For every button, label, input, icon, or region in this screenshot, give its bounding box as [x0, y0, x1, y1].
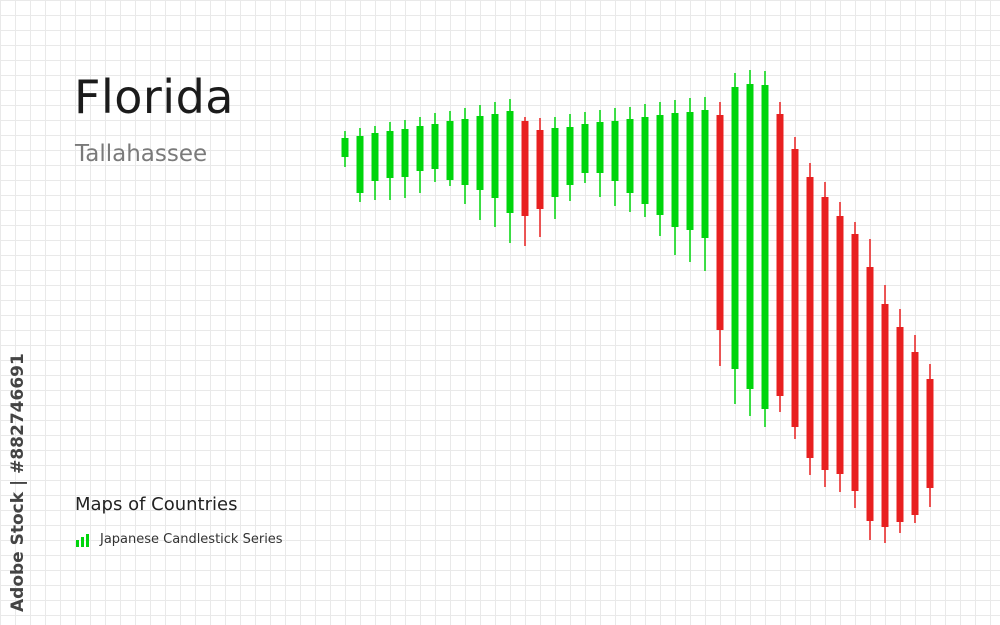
bearish-candle	[791, 137, 799, 439]
legend-label: Japanese Candlestick Series	[100, 532, 283, 547]
candle-body	[836, 216, 844, 474]
candle-body	[506, 111, 514, 213]
candle-body	[686, 112, 694, 230]
candle-body	[881, 304, 889, 527]
bullish-candle	[581, 112, 589, 183]
candle-body	[536, 130, 544, 209]
bullish-candle	[431, 113, 439, 182]
candle-body	[476, 116, 484, 190]
candle-body	[611, 121, 619, 181]
candlestick-bars-icon	[76, 533, 89, 547]
series-title: Maps of Countries	[75, 494, 238, 515]
candle-body	[821, 197, 829, 470]
candle-body	[446, 121, 454, 180]
bullish-candle	[491, 102, 499, 227]
candle-body	[656, 115, 664, 215]
candle-body	[911, 352, 919, 515]
candle-body	[521, 121, 529, 216]
candle-body	[701, 110, 709, 238]
bullish-candle	[701, 97, 709, 271]
bearish-candle	[911, 335, 919, 523]
bullish-candle	[671, 100, 679, 255]
candle-body	[626, 119, 634, 193]
bearish-candle	[716, 102, 724, 366]
candle-body	[716, 115, 724, 330]
candle-body	[896, 327, 904, 522]
bullish-candle	[551, 117, 559, 219]
candle-body	[641, 117, 649, 204]
bullish-candle	[656, 102, 664, 236]
candle-body	[431, 124, 439, 169]
bearish-candle	[521, 117, 529, 246]
bearish-candle	[806, 163, 814, 475]
bullish-candle	[641, 104, 649, 217]
bullish-candle	[596, 110, 604, 197]
stock-credit: Adobe Stock | #882746691	[8, 353, 28, 612]
bullish-candle	[626, 107, 634, 212]
candle-body	[791, 149, 799, 427]
bullish-candle	[446, 111, 454, 186]
candle-body	[551, 128, 559, 197]
candle-body	[596, 122, 604, 173]
candle-body	[926, 379, 934, 488]
page-title: Florida	[74, 70, 234, 124]
capital-subtitle: Tallahassee	[75, 141, 208, 167]
bullish-candle	[761, 71, 769, 427]
bullish-candle	[341, 131, 349, 167]
bearish-candle	[851, 222, 859, 508]
bullish-candle	[386, 122, 394, 200]
candle-body	[356, 136, 364, 193]
bullish-candle	[356, 128, 364, 202]
candle-body	[761, 85, 769, 409]
bullish-candle	[746, 70, 754, 416]
bullish-candle	[686, 98, 694, 262]
bullish-candle	[416, 117, 424, 193]
bearish-candle	[536, 118, 544, 237]
candle-body	[491, 114, 499, 198]
bearish-candle	[821, 182, 829, 487]
candle-body	[401, 129, 409, 177]
bullish-candle	[401, 120, 409, 198]
candle-body	[566, 127, 574, 185]
bearish-candle	[926, 364, 934, 507]
candle-body	[581, 124, 589, 173]
bullish-candle	[731, 73, 739, 404]
candle-body	[776, 114, 784, 396]
bullish-candle	[476, 105, 484, 220]
candle-body	[806, 177, 814, 458]
bullish-candle	[506, 99, 514, 243]
candle-body	[731, 87, 739, 369]
bullish-candle	[461, 108, 469, 204]
candle-body	[461, 119, 469, 185]
candle-body	[416, 126, 424, 171]
candle-body	[341, 138, 349, 157]
candle-body	[671, 113, 679, 227]
candle-body	[746, 84, 754, 389]
bullish-candle	[611, 108, 619, 206]
candle-body	[386, 131, 394, 178]
bullish-candle	[371, 126, 379, 200]
candle-body	[866, 267, 874, 521]
bearish-candle	[776, 102, 784, 412]
candle-body	[371, 133, 379, 181]
bearish-candle	[896, 309, 904, 533]
bearish-candle	[881, 285, 889, 543]
candle-body	[851, 234, 859, 491]
bearish-candle	[836, 202, 844, 492]
legend: Japanese Candlestick Series	[76, 532, 283, 547]
bullish-candle	[566, 114, 574, 201]
bearish-candle	[866, 239, 874, 540]
